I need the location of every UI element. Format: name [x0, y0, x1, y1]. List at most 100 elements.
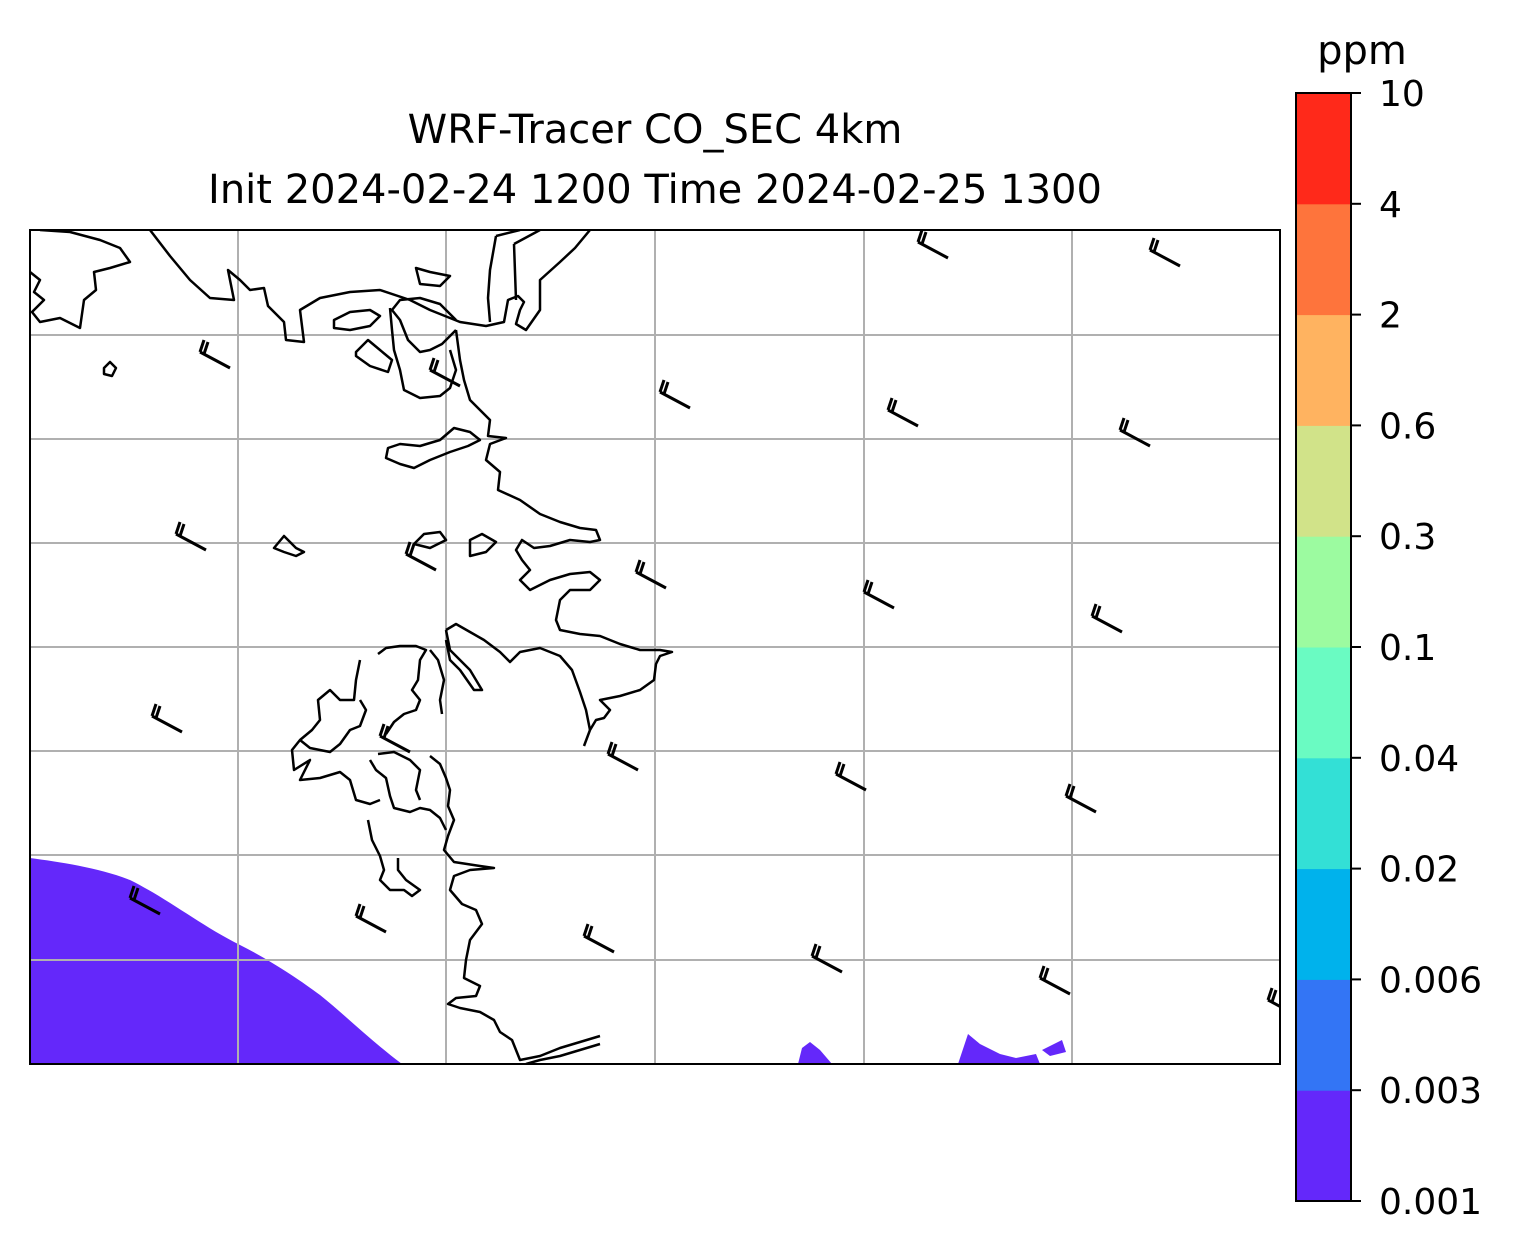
- wind-barb-shaft: [1267, 998, 1280, 1009]
- wind-barb-shaft: [607, 752, 639, 772]
- wind-barb-flag: [634, 559, 642, 573]
- wind-barb-shaft: [405, 552, 437, 572]
- colorbar-bin: [1296, 757, 1351, 870]
- wind-barb-barb-16: [834, 761, 867, 792]
- map-subtitle: Init 2024-02-24 1200 Time 2024-02-25 130…: [208, 167, 1102, 213]
- wind-barb-flag: [866, 581, 874, 595]
- map-gridlines: [30, 230, 1280, 1064]
- colorbar-bin: [1296, 868, 1351, 980]
- wind-barb-shaft: [863, 590, 895, 610]
- wind-barb-flag: [1148, 237, 1156, 251]
- wind-barb-barb-10: [634, 559, 667, 590]
- colorbar-bin: [1296, 93, 1351, 205]
- wind-barb-shaft: [635, 570, 667, 590]
- colorbar: 0.001 0.003 0.006 0.02 0.04 0.1 0.3 0.6 2 4 10 ppm: [1295, 28, 1482, 1223]
- wind-barb-flag: [586, 925, 594, 939]
- wind-barb-barb-9: [404, 541, 437, 572]
- wind-barb-shaft: [659, 390, 691, 410]
- wind-barb-barb-2: [1148, 237, 1181, 268]
- wind-barb-flag: [178, 523, 186, 537]
- tracer-fill-southeast: [958, 1034, 1040, 1064]
- wind-barb-flag: [834, 761, 842, 775]
- wind-barb-flag: [610, 743, 618, 757]
- wind-barb-flag: [1042, 967, 1050, 981]
- colorbar-tick-label: 0.02: [1379, 850, 1459, 891]
- wind-barb-flag: [638, 561, 646, 575]
- wind-barb-shaft: [1091, 614, 1123, 634]
- tracer-fill-south: [798, 1042, 832, 1064]
- wind-barb-flag: [358, 905, 366, 919]
- wind-barb-flag: [198, 339, 206, 353]
- wind-barb-flag: [1090, 603, 1098, 617]
- colorbar-tick-label: 0.6: [1379, 406, 1436, 447]
- wind-barb-barb-23: [1266, 987, 1280, 1009]
- colorbar-bin: [1296, 536, 1351, 648]
- wind-barb-flag: [1064, 783, 1072, 797]
- wind-barb-flag: [1270, 989, 1278, 1003]
- wind-barb-flag: [428, 357, 436, 371]
- wind-barb-shaft: [583, 934, 615, 954]
- wind-barb-barb-18: [128, 885, 161, 916]
- wind-barbs: [128, 230, 1280, 1009]
- wind-barb-barb-21: [810, 943, 843, 974]
- wind-barb-flag: [408, 543, 416, 557]
- wind-barb-barb-3: [198, 339, 231, 370]
- wind-barb-flag: [662, 381, 670, 395]
- colorbar-bin: [1296, 314, 1351, 426]
- wind-barb-flag: [174, 521, 182, 535]
- colorbar-tick-label: 0.003: [1379, 1071, 1482, 1112]
- wind-barb-flag: [150, 703, 158, 717]
- wind-barb-shaft: [887, 408, 919, 428]
- wind-barb-barb-17: [1064, 783, 1097, 814]
- wind-barb-flag: [132, 887, 140, 901]
- colorbar-bin: [1296, 1090, 1351, 1202]
- wind-barb-barb-4: [428, 357, 461, 388]
- wind-barb-shaft: [835, 772, 867, 792]
- colorbar-tick-label: 0.1: [1379, 628, 1436, 669]
- wind-barb-flag: [582, 923, 590, 937]
- wind-barb-barb-19: [354, 903, 387, 934]
- wind-barb-shaft: [151, 714, 183, 734]
- wind-barb-flag: [354, 903, 362, 917]
- wind-barb-barb-8: [174, 521, 207, 552]
- tracer-fill-southeast-small: [1042, 1040, 1066, 1056]
- wind-barb-flag: [862, 579, 870, 593]
- wind-barb-barb-15: [606, 741, 639, 772]
- wind-barb-flag: [378, 723, 386, 737]
- wind-barb-barb-20: [582, 923, 615, 954]
- wind-barb-shaft: [379, 734, 411, 754]
- colorbar-bin: [1296, 647, 1351, 759]
- wind-barb-flag: [432, 359, 440, 373]
- colorbar-tick-label: 2: [1379, 296, 1402, 337]
- colorbar-tick-label: 0.3: [1379, 517, 1436, 558]
- colorbar-bins: [1296, 93, 1351, 1202]
- wind-barb-barb-14: [378, 723, 411, 754]
- wind-barb-shaft: [129, 896, 161, 916]
- colorbar-tick-label: 0.04: [1379, 739, 1459, 780]
- colorbar-ticks: 0.001 0.003 0.006 0.02 0.04 0.1 0.3 0.6 2 4 10: [1351, 74, 1482, 1223]
- wind-barb-barb-6: [886, 397, 919, 428]
- wind-barb-flag: [154, 705, 162, 719]
- wind-barb-barb-13: [150, 703, 183, 734]
- wind-barb-shaft: [811, 954, 843, 974]
- wind-barb-flag: [202, 341, 210, 355]
- wind-barb-flag: [382, 725, 390, 739]
- wind-barb-barb-1: [916, 230, 949, 260]
- wind-barb-flag: [1122, 419, 1130, 433]
- wind-barb-flag: [810, 943, 818, 957]
- wind-barb-flag: [1266, 987, 1274, 1001]
- wind-barb-flag: [658, 379, 666, 393]
- wind-barb-flag: [1094, 605, 1102, 619]
- wind-barb-flag: [838, 763, 846, 777]
- map-frame: [29, 229, 1281, 1065]
- wind-barb-shaft: [1119, 428, 1151, 448]
- colorbar-unit-label: ppm: [1317, 28, 1407, 74]
- wind-barb-shaft: [1149, 248, 1181, 268]
- wind-barb-barb-5: [658, 379, 691, 410]
- colorbar-bin: [1296, 979, 1351, 1091]
- wind-barb-flag: [1068, 785, 1076, 799]
- wind-barb-flag: [1118, 417, 1126, 431]
- wind-barb-barb-12: [1090, 603, 1123, 634]
- wind-barb-shaft: [199, 350, 231, 370]
- wind-barb-flag: [814, 945, 822, 959]
